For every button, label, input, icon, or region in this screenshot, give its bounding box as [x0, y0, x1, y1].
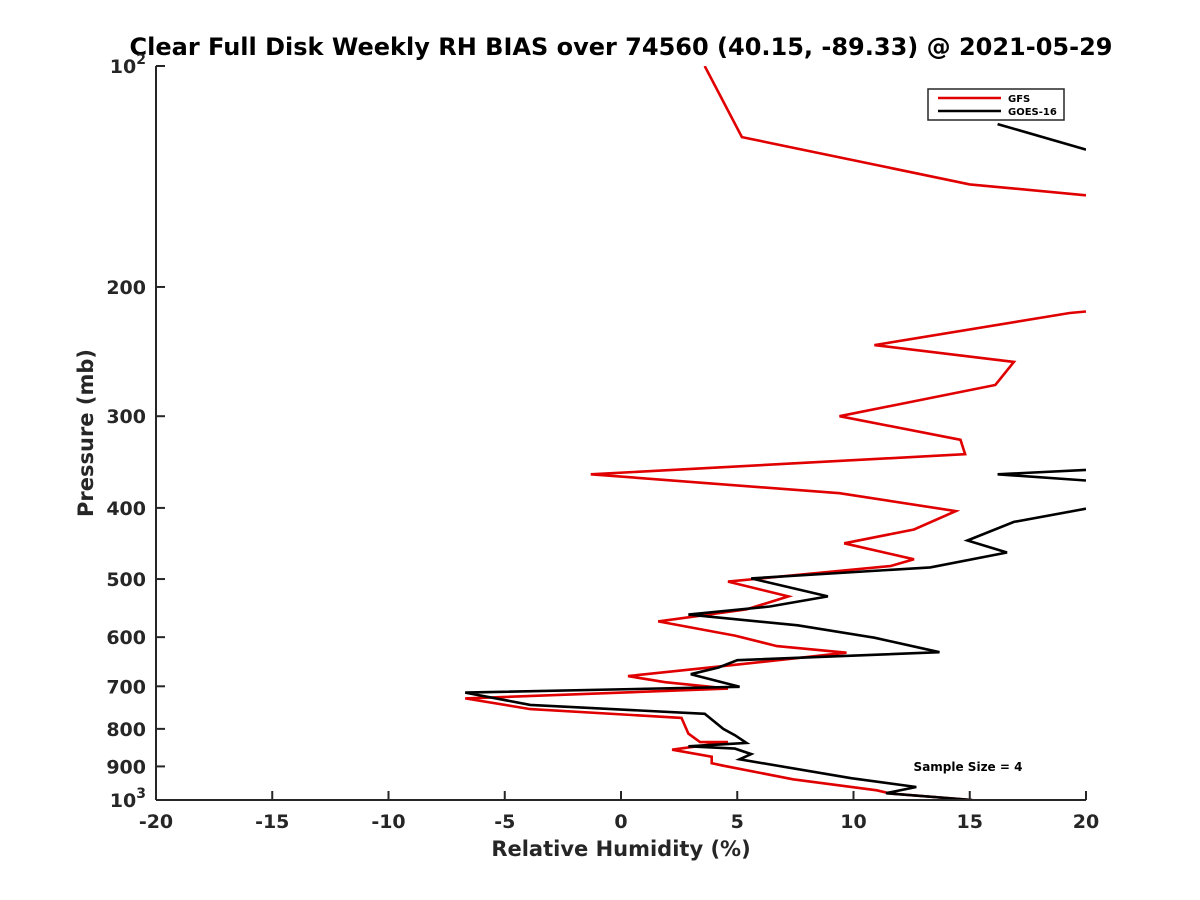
x-tick-label: -5: [494, 811, 515, 833]
y-tick-label: 600: [106, 627, 146, 649]
y-tick-base: 300: [106, 406, 146, 428]
y-tick-base: 600: [106, 627, 146, 649]
y-tick-base: 500: [106, 569, 146, 591]
y-tick-label: 800: [106, 719, 146, 741]
x-tick-label: 0: [614, 811, 627, 833]
x-tick-label: 15: [957, 811, 983, 833]
legend: GFS GOES-16: [927, 88, 1065, 121]
y-axis-label: Pressure (mb): [74, 349, 98, 517]
y-tick-label: 300: [106, 406, 146, 428]
y-tick-label: 103: [110, 786, 146, 812]
x-tick-label: 10: [840, 811, 866, 833]
legend-label: GOES-16: [1008, 107, 1057, 118]
y-tick-label: 900: [106, 756, 146, 778]
x-ticks: -20 -15 -10 -5 0 5 10 15 20: [139, 791, 1099, 833]
legend-box: [927, 88, 1065, 121]
plot-lines: [464, 66, 1086, 800]
y-tick-base: 800: [106, 719, 146, 741]
x-tick-label: -20: [139, 811, 173, 833]
series-line-goes-16: [464, 122, 1086, 800]
y-tick-exponent: 3: [136, 786, 146, 802]
x-axis-label: Relative Humidity (%): [491, 837, 750, 861]
y-tick-base: 700: [106, 676, 146, 698]
y-tick-label: 102: [110, 52, 146, 78]
y-tick-label: 200: [106, 277, 146, 299]
y-tick-exponent: 2: [136, 52, 146, 68]
y-tick-base: 10: [110, 790, 136, 812]
y-tick-label: 500: [106, 569, 146, 591]
y-tick-base: 200: [106, 277, 146, 299]
chart-title: Clear Full Disk Weekly RH BIAS over 7456…: [130, 33, 1113, 61]
y-tick-base: 400: [106, 498, 146, 520]
y-tick-base: 900: [106, 756, 146, 778]
legend-label: GFS: [1008, 94, 1030, 105]
series-line-gfs: [464, 66, 1086, 800]
y-tick-label: 700: [106, 676, 146, 698]
x-tick-label: -15: [255, 811, 289, 833]
x-tick-label: 5: [731, 811, 744, 833]
y-tick-label: 400: [106, 498, 146, 520]
sample-size-annotation: Sample Size = 4: [914, 760, 1023, 774]
x-tick-label: 20: [1073, 811, 1099, 833]
x-tick-label: -10: [371, 811, 405, 833]
y-tick-base: 10: [110, 56, 136, 78]
